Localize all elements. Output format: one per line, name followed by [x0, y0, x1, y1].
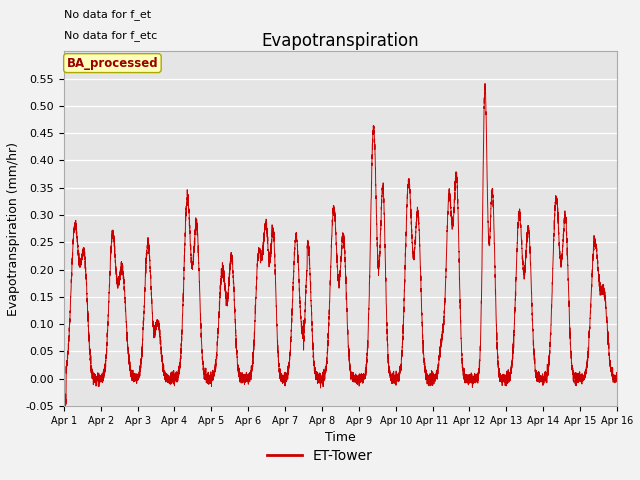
Text: BA_processed: BA_processed [67, 57, 158, 70]
Title: Evapotranspiration: Evapotranspiration [262, 32, 419, 50]
X-axis label: Time: Time [325, 431, 356, 444]
Text: No data for f_et: No data for f_et [64, 9, 151, 20]
Y-axis label: Evapotranspiration (mm/hr): Evapotranspiration (mm/hr) [7, 142, 20, 316]
Text: No data for f_etc: No data for f_etc [64, 30, 157, 41]
Legend: ET-Tower: ET-Tower [262, 443, 378, 468]
